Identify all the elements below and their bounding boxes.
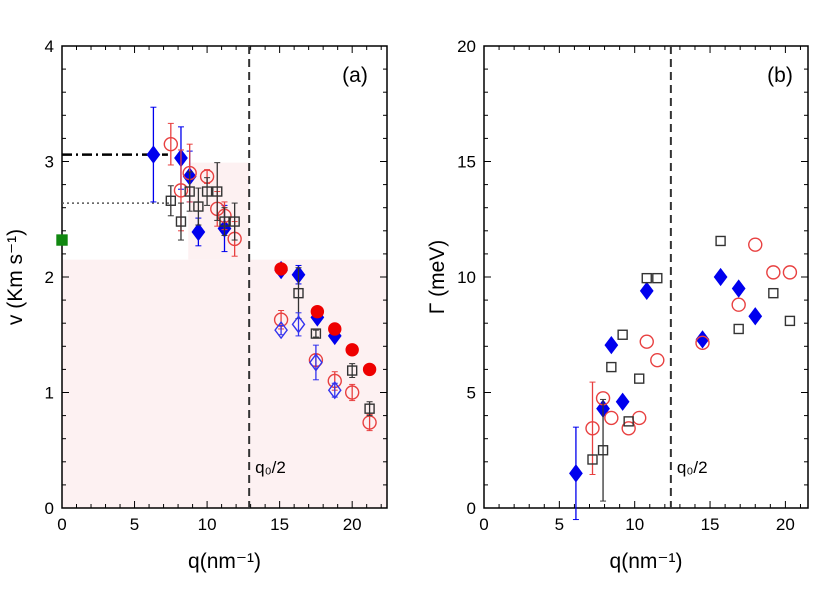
data-point-square: [617, 329, 628, 340]
data-point-square: [165, 195, 177, 206]
x-tick-label: 10: [625, 515, 644, 534]
data-point-circle: [650, 352, 665, 368]
data-point-circle: [328, 322, 342, 336]
x-axis-label: q(nm⁻¹): [610, 550, 683, 573]
x-tick-label: 15: [701, 515, 720, 534]
x-axis-label: q(nm⁻¹): [188, 550, 261, 573]
y-tick-label: 0: [45, 499, 54, 518]
data-point-square: [310, 328, 322, 339]
data-point-square: [733, 323, 744, 335]
data-point-circle: [310, 304, 325, 319]
data-point-diamond: [291, 315, 306, 334]
data-point-square: [623, 416, 634, 427]
data-point-square: [587, 454, 598, 465]
data-point-square: [175, 216, 187, 227]
data-point-square: [219, 216, 230, 227]
data-point-diamond: [309, 353, 323, 372]
x-tick-label: 20: [343, 515, 362, 534]
data-point-circle: [731, 297, 746, 312]
panel-b: 0 5 10 15 20 0 5 10 15 20 q(nm⁻¹) Γ (meV) (b) q₀/2: [426, 37, 809, 573]
data-point-diamond: [274, 320, 288, 340]
data-point-circle: [695, 335, 710, 351]
data-point-circle: [766, 265, 781, 280]
y-tick-label: 2: [45, 268, 54, 287]
data-point-square: [193, 201, 204, 212]
y-tick-label: 3: [45, 153, 54, 172]
data-point-square: [229, 216, 240, 227]
data-point-circle: [748, 237, 763, 252]
data-point-diamond: [695, 330, 710, 349]
data-point-circle: [639, 334, 654, 349]
data-point-circle: [782, 265, 798, 280]
data-point-circle: [345, 343, 359, 357]
data-point-square: [768, 287, 779, 299]
y-tick-label: 5: [467, 384, 476, 403]
data-point-diamond: [748, 307, 763, 326]
data-point-square: [634, 373, 645, 384]
x-tick-label: 5: [555, 515, 564, 534]
data-point-diamond: [731, 279, 746, 298]
y-tick-label: 0: [467, 499, 476, 518]
data-point-diamond: [146, 145, 161, 164]
data-point-diamond: [604, 335, 619, 355]
data-point-square: [784, 315, 796, 327]
q0-half-label: q₀/2: [677, 458, 708, 477]
y-tick-label: 4: [45, 37, 54, 56]
data-point-square: [606, 361, 617, 373]
shaded-region: [62, 259, 387, 508]
data-point-circle: [163, 136, 179, 152]
panel-a: 0 5 10 15 20 0 1 2 3 4 q(nm⁻¹) v (Km s⁻¹) (a) q₀/2: [4, 37, 388, 573]
x-tick-label: 0: [479, 515, 488, 534]
data-point-diamond: [569, 464, 583, 483]
data-point-diamond: [615, 392, 630, 411]
panel-label: (a): [342, 64, 368, 87]
y-tick-label: 15: [457, 153, 476, 172]
y-tick-label: 10: [457, 268, 476, 287]
data-point-square: [201, 186, 213, 197]
x-tick-label: 20: [776, 515, 795, 534]
y-axis-label: Γ (meV): [426, 240, 449, 315]
data-point-diamond: [713, 267, 728, 287]
panel-label: (b): [767, 64, 793, 87]
x-tick-label: 0: [57, 515, 66, 534]
data-point-circle: [604, 410, 619, 426]
y-tick-label: 20: [457, 37, 476, 56]
data-point-square: [364, 403, 375, 414]
data-point-square: [212, 186, 223, 197]
data-point-diamond: [327, 381, 342, 400]
data-point-diamond: [639, 281, 654, 301]
x-tick-label: 5: [130, 515, 139, 534]
data-point-square: [293, 287, 304, 299]
data-point-circle: [344, 385, 360, 400]
data-point-square: [56, 234, 68, 246]
data-point-square: [715, 235, 726, 247]
x-tick-label: 10: [198, 515, 217, 534]
data-point-square: [652, 272, 663, 284]
data-point-circle: [362, 362, 377, 377]
data-point-circle: [632, 410, 647, 426]
data-point-square: [641, 272, 652, 284]
q0-half-label: q₀/2: [255, 458, 286, 477]
data-point-square: [346, 365, 358, 376]
plot-frame: [483, 45, 809, 509]
data-point-circle: [173, 183, 189, 198]
data-point-square: [597, 445, 609, 456]
data-point-square: [184, 186, 195, 197]
data-point-circle: [274, 262, 288, 276]
data-point-diamond: [191, 222, 206, 242]
x-tick-label: 15: [270, 515, 289, 534]
y-axis-label: v (Km s⁻¹): [4, 229, 27, 325]
data-point-circle: [585, 421, 600, 436]
data-point-circle: [621, 421, 636, 436]
y-tick-label: 1: [45, 384, 54, 403]
